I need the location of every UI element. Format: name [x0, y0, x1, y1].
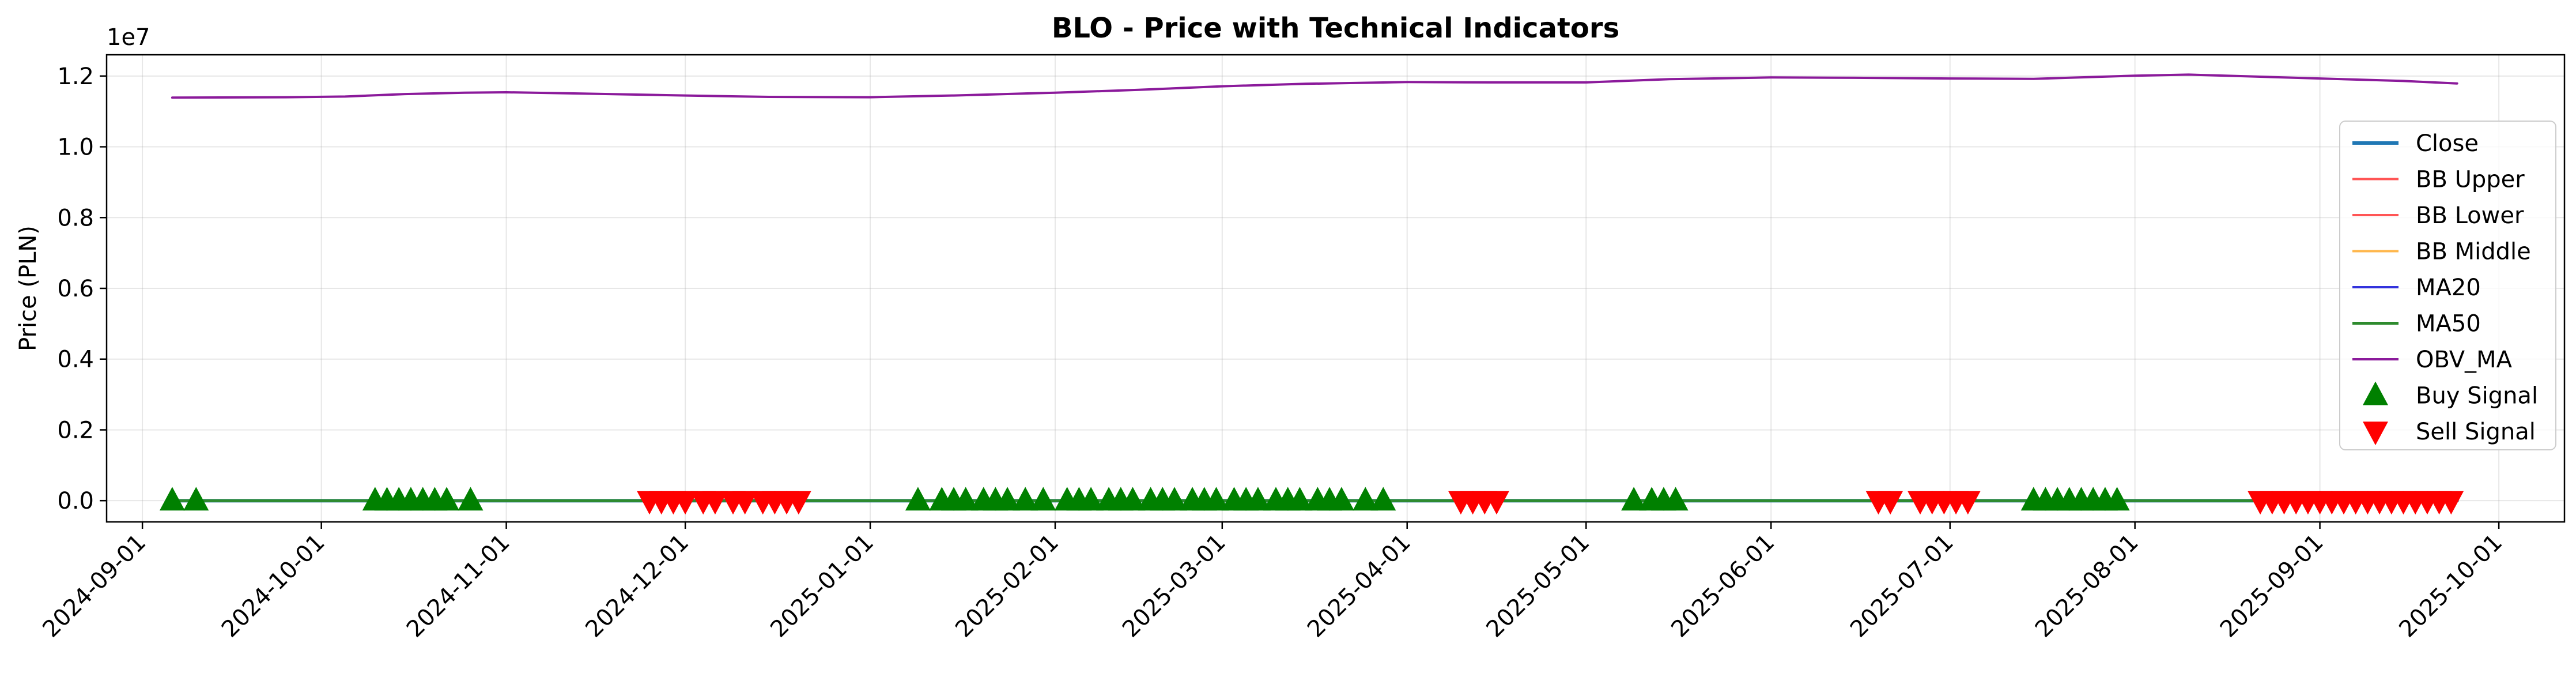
chart-title: BLO - Price with Technical Indicators: [1052, 12, 1619, 44]
sell-signal-marker: [1484, 491, 1509, 515]
buy-signal-marker: [1013, 487, 1038, 511]
buy-signal-marker: [434, 487, 460, 511]
series-line-obv-ma: [171, 73, 2458, 99]
sell-signal-marker: [2438, 491, 2464, 515]
legend-label-buy-signal: Buy Signal: [2416, 383, 2538, 409]
buy-signal-marker: [1353, 487, 1378, 511]
legend-label-ma20: MA20: [2416, 275, 2481, 301]
legend: Close BB Upper BB Lower BB Middle MA20 MA50 OB…: [2339, 121, 2556, 450]
buy-signal-marker: [1078, 487, 1104, 511]
legend-label-bb-lower: BB Lower: [2416, 202, 2524, 229]
legend-label-ma50: MA50: [2416, 311, 2481, 337]
legend-label-bb-upper: BB Upper: [2416, 167, 2525, 193]
sell-signal-marker: [785, 491, 811, 515]
legend-label-close: Close: [2416, 130, 2479, 157]
buy-signal-marker: [1162, 487, 1187, 511]
y-tick-label: 0.8: [57, 205, 94, 231]
y-tick-label: 0.2: [57, 417, 94, 443]
y-tick-label: 1.2: [57, 63, 94, 90]
buy-signal-marker: [1030, 487, 1056, 511]
buy-signal-marker: [2104, 487, 2130, 511]
sell-signal-marker: [1878, 491, 1903, 515]
buy-signal-marker: [953, 487, 979, 511]
legend-swatch-sell-signal: [2363, 422, 2388, 445]
legend-label-obv-ma: OBV_MA: [2416, 347, 2513, 373]
signal-markers: [159, 487, 2464, 515]
buy-signal-marker: [1663, 487, 1689, 511]
y-tick-label: 0.0: [57, 488, 94, 514]
y-axis-scale-label: 1e7: [107, 24, 150, 51]
buy-signal-marker: [905, 487, 931, 511]
buy-signal-marker: [183, 487, 209, 511]
sell-signal-marker: [1955, 491, 1981, 515]
buy-signal-marker: [995, 487, 1021, 511]
buy-signal-marker: [159, 487, 185, 511]
buy-signal-marker: [1120, 487, 1146, 511]
y-tick-label: 0.4: [57, 347, 94, 373]
buy-signal-marker: [1287, 487, 1313, 511]
buy-signal-marker: [1203, 487, 1229, 511]
buy-signal-marker: [1621, 487, 1647, 511]
buy-signal-marker: [1328, 487, 1354, 511]
buy-signal-marker: [1245, 487, 1271, 511]
buy-signal-marker: [1370, 487, 1396, 511]
legend-label-sell-signal: Sell Signal: [2416, 419, 2536, 445]
y-tick-label: 1.0: [57, 134, 94, 161]
y-axis: 0.0 0.2 0.4 0.6 0.8 1.0 1.2: [57, 63, 107, 514]
y-axis-label: Price (PLN): [15, 225, 41, 351]
plot-area: [107, 55, 2564, 522]
y-tick-label: 0.6: [57, 276, 94, 302]
sell-signal-marker: [732, 491, 758, 515]
sell-signal-marker: [673, 491, 698, 515]
legend-label-bb-middle: BB Middle: [2416, 239, 2531, 265]
sell-signal-marker: [702, 491, 728, 515]
legend-swatch-buy-signal: [2363, 381, 2388, 405]
legend-box: [2339, 121, 2556, 450]
buy-signal-marker: [458, 487, 484, 511]
